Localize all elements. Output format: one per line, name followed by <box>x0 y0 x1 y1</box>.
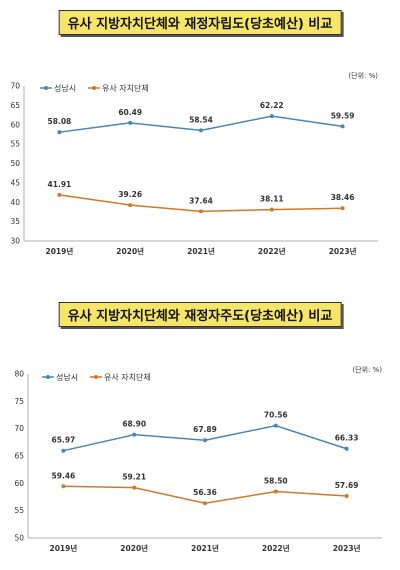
chart2-data-label: 68.90 <box>122 420 146 429</box>
chart2-data-point <box>61 448 66 453</box>
chart1-y-tick-label: 55 <box>10 140 20 149</box>
chart1-x-tick-label: 2020년 <box>116 246 144 256</box>
chart2-data-label: 57.69 <box>335 481 359 490</box>
chart2-x-tick-label: 2021년 <box>191 543 219 553</box>
chart1-data-point <box>128 203 133 208</box>
chart2-x-tick-label: 2020년 <box>120 543 148 553</box>
chart2-y-tick-label: 65 <box>14 452 24 461</box>
chart1-data-label: 60.49 <box>118 108 142 117</box>
chart2-data-label: 70.56 <box>264 411 288 420</box>
chart2-y-tick-label: 60 <box>14 479 24 488</box>
chart1-y-tick-label: 45 <box>10 178 20 187</box>
chart2-data-label: 58.50 <box>264 477 288 486</box>
chart1-legend-label: 유사 자치단체 <box>102 83 149 93</box>
chart2-data-label: 59.46 <box>52 471 76 480</box>
chart2-legend-marker <box>46 375 50 379</box>
chart2-y-tick-label: 80 <box>14 370 24 379</box>
chart2-legend-label: 성남시 <box>56 373 78 382</box>
chart2-y-tick-label: 75 <box>14 397 24 406</box>
chart1-y-tick-label: 65 <box>10 101 20 110</box>
chart2-data-point <box>344 493 349 498</box>
chart1-y-tick-label: 35 <box>10 217 20 226</box>
chart2-x-tick-label: 2019년 <box>50 543 78 553</box>
chart1-y-tick-label: 70 <box>10 82 20 91</box>
chart2-data-label: 67.89 <box>193 425 217 434</box>
chart1-y-tick-label: 40 <box>10 198 20 207</box>
chart1-data-point <box>340 124 345 129</box>
chart1-data-label: 37.64 <box>189 196 213 205</box>
chart2-data-point <box>273 489 278 494</box>
chart1-svg: 30 35 40 45 50 55 60 65 70 2019년 2020년 2021년 2022년 20… <box>10 71 378 256</box>
chart2-y-tick-label: 70 <box>14 424 24 433</box>
chart1-y-tick-label: 50 <box>10 159 20 168</box>
chart2-legend-label: 유사 자치단체 <box>104 372 151 382</box>
chart2-data-label: 59.21 <box>122 473 146 482</box>
chart2-data-point <box>344 446 349 451</box>
chart2-data-label: 56.36 <box>193 488 217 497</box>
chart1-data-point <box>199 209 203 214</box>
chart2-data-point <box>203 438 207 443</box>
chart1-x-tick-label: 2021년 <box>187 246 215 256</box>
chart1-data-label: 39.26 <box>118 190 142 199</box>
chart2-y-tick-label: 55 <box>14 506 24 515</box>
chart2-x-tick-label: 2023년 <box>333 543 361 553</box>
chart1-data-label: 58.54 <box>189 115 213 124</box>
chart2-legend-marker <box>94 375 98 379</box>
chart2-svg: 50 55 60 65 70 75 80 2019년 2020년 2021년 2022년 2023년 (… <box>14 365 382 553</box>
chart1-legend-label: 성남시 <box>54 84 76 93</box>
chart1-data-point <box>128 120 133 125</box>
chart1-data-point <box>340 206 345 211</box>
chart2-data-point <box>273 423 278 428</box>
chart1-y-tick-label: 60 <box>10 120 20 129</box>
chart2-unit-label: (단위: %) <box>352 365 382 374</box>
chart1-data-point <box>269 207 274 212</box>
chart1-y-tick-label: 30 <box>10 237 20 246</box>
chart1-data-label: 38.11 <box>260 195 284 204</box>
chart2-data-point <box>61 484 66 489</box>
chart1-data-point <box>57 130 62 135</box>
chart1-data-label: 41.91 <box>48 180 72 189</box>
chart1-title: 유사 지방자치단체와 재정자립도(당초예산) 비교 <box>58 10 342 35</box>
chart2-y-tick-label: 50 <box>14 534 24 543</box>
chart2-data-label: 66.33 <box>335 434 359 443</box>
chart1-legend-marker <box>44 86 48 90</box>
chart1-data-point <box>269 114 274 119</box>
chart2-title: 유사 지방자치단체와 재정자주도(당초예산) 비교 <box>58 302 342 327</box>
chart2-x-tick-label: 2022년 <box>262 543 290 553</box>
chart1-unit-label: (단위: %) <box>348 71 378 80</box>
chart2-data-point <box>132 432 137 437</box>
chart1-x-tick-label: 2022년 <box>258 246 286 256</box>
chart1-data-point <box>199 128 203 133</box>
chart1-x-tick-label: 2019년 <box>46 246 74 256</box>
chart2-data-label: 65.97 <box>52 436 76 445</box>
chart1-data-label: 38.46 <box>331 193 355 202</box>
chart1-data-label: 58.08 <box>48 117 72 126</box>
chart1-data-point <box>57 192 62 197</box>
chart1-legend-marker <box>92 86 96 90</box>
chart2-data-point <box>132 485 137 490</box>
chart1-data-label: 62.22 <box>260 101 284 110</box>
chart1-data-label: 59.59 <box>331 111 355 120</box>
chart1-x-tick-label: 2023년 <box>329 246 357 256</box>
chart2-data-point <box>203 501 207 506</box>
